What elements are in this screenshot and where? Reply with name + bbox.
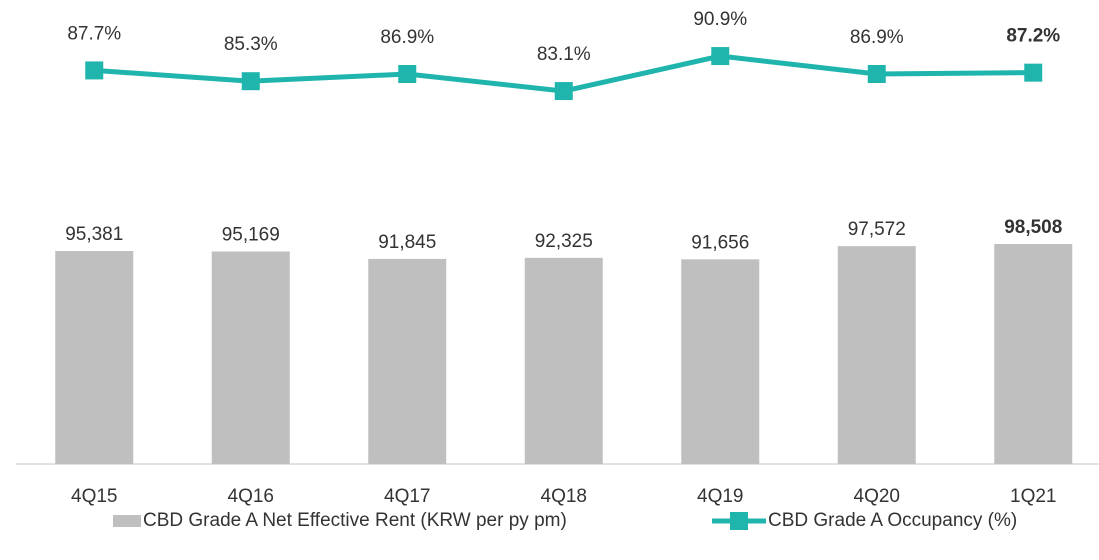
bar: [55, 251, 134, 464]
bar: [681, 259, 760, 464]
data-label: 95,381: [65, 224, 123, 245]
line-marker: [867, 65, 886, 84]
data-label: 90.9%: [693, 9, 747, 30]
data-label: 85.3%: [224, 34, 278, 55]
data-label: 91,845: [378, 232, 436, 253]
line-marker: [398, 65, 417, 84]
data-label: 86.9%: [380, 27, 434, 48]
data-label: 86.9%: [850, 27, 904, 48]
x-tick-label: 4Q17: [384, 486, 430, 507]
legend-swatch: [730, 512, 748, 530]
x-tick-label: 4Q19: [697, 486, 743, 507]
line-marker: [241, 72, 260, 91]
bar: [994, 244, 1073, 464]
x-tick-label: 4Q20: [854, 486, 900, 507]
bar: [524, 257, 603, 464]
line-marker: [1024, 63, 1043, 82]
data-label: 91,656: [691, 232, 749, 253]
data-label: 92,325: [535, 231, 593, 252]
data-label: 83.1%: [537, 44, 591, 65]
bar: [211, 251, 290, 464]
data-label: 98,508: [1004, 217, 1062, 238]
line-marker: [554, 82, 573, 101]
x-tick-label: 4Q18: [541, 486, 587, 507]
line-marker: [85, 61, 104, 80]
data-label: 97,572: [848, 219, 906, 240]
x-tick-label: 1Q21: [1010, 486, 1056, 507]
legend-swatch: [113, 515, 141, 527]
data-label: 95,169: [222, 225, 280, 246]
legend-label: CBD Grade A Net Effective Rent (KRW per …: [143, 510, 567, 531]
data-label: 87.2%: [1006, 26, 1060, 47]
x-tick-label: 4Q15: [71, 486, 117, 507]
data-label: 87.7%: [67, 23, 121, 44]
legend-label: CBD Grade A Occupancy (%): [768, 510, 1017, 531]
x-tick-label: 4Q16: [228, 486, 274, 507]
bar: [837, 246, 916, 464]
bar: [368, 258, 447, 464]
line-marker: [711, 47, 730, 66]
